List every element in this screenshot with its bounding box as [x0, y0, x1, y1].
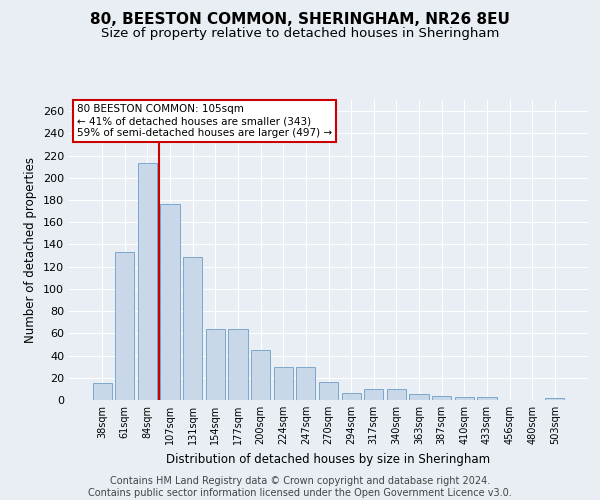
Bar	[206, 329, 225, 400]
Bar	[341, 394, 361, 400]
Y-axis label: Number of detached properties: Number of detached properties	[25, 157, 37, 343]
Bar	[183, 256, 202, 400]
Text: 80 BEESTON COMMON: 105sqm
← 41% of detached houses are smaller (343)
59% of semi: 80 BEESTON COMMON: 105sqm ← 41% of detac…	[77, 104, 332, 138]
Text: Contains HM Land Registry data © Crown copyright and database right 2024.
Contai: Contains HM Land Registry data © Crown c…	[88, 476, 512, 498]
Bar	[138, 164, 157, 400]
Bar	[274, 366, 293, 400]
Text: 80, BEESTON COMMON, SHERINGHAM, NR26 8EU: 80, BEESTON COMMON, SHERINGHAM, NR26 8EU	[90, 12, 510, 28]
Bar	[387, 389, 406, 400]
X-axis label: Distribution of detached houses by size in Sheringham: Distribution of detached houses by size …	[166, 452, 491, 466]
Bar	[296, 366, 316, 400]
Bar	[115, 252, 134, 400]
Bar	[477, 396, 497, 400]
Bar	[229, 329, 248, 400]
Text: Size of property relative to detached houses in Sheringham: Size of property relative to detached ho…	[101, 28, 499, 40]
Bar	[364, 389, 383, 400]
Bar	[92, 384, 112, 400]
Bar	[160, 204, 180, 400]
Bar	[409, 394, 428, 400]
Bar	[251, 350, 270, 400]
Bar	[545, 398, 565, 400]
Bar	[455, 396, 474, 400]
Bar	[319, 382, 338, 400]
Bar	[432, 396, 451, 400]
